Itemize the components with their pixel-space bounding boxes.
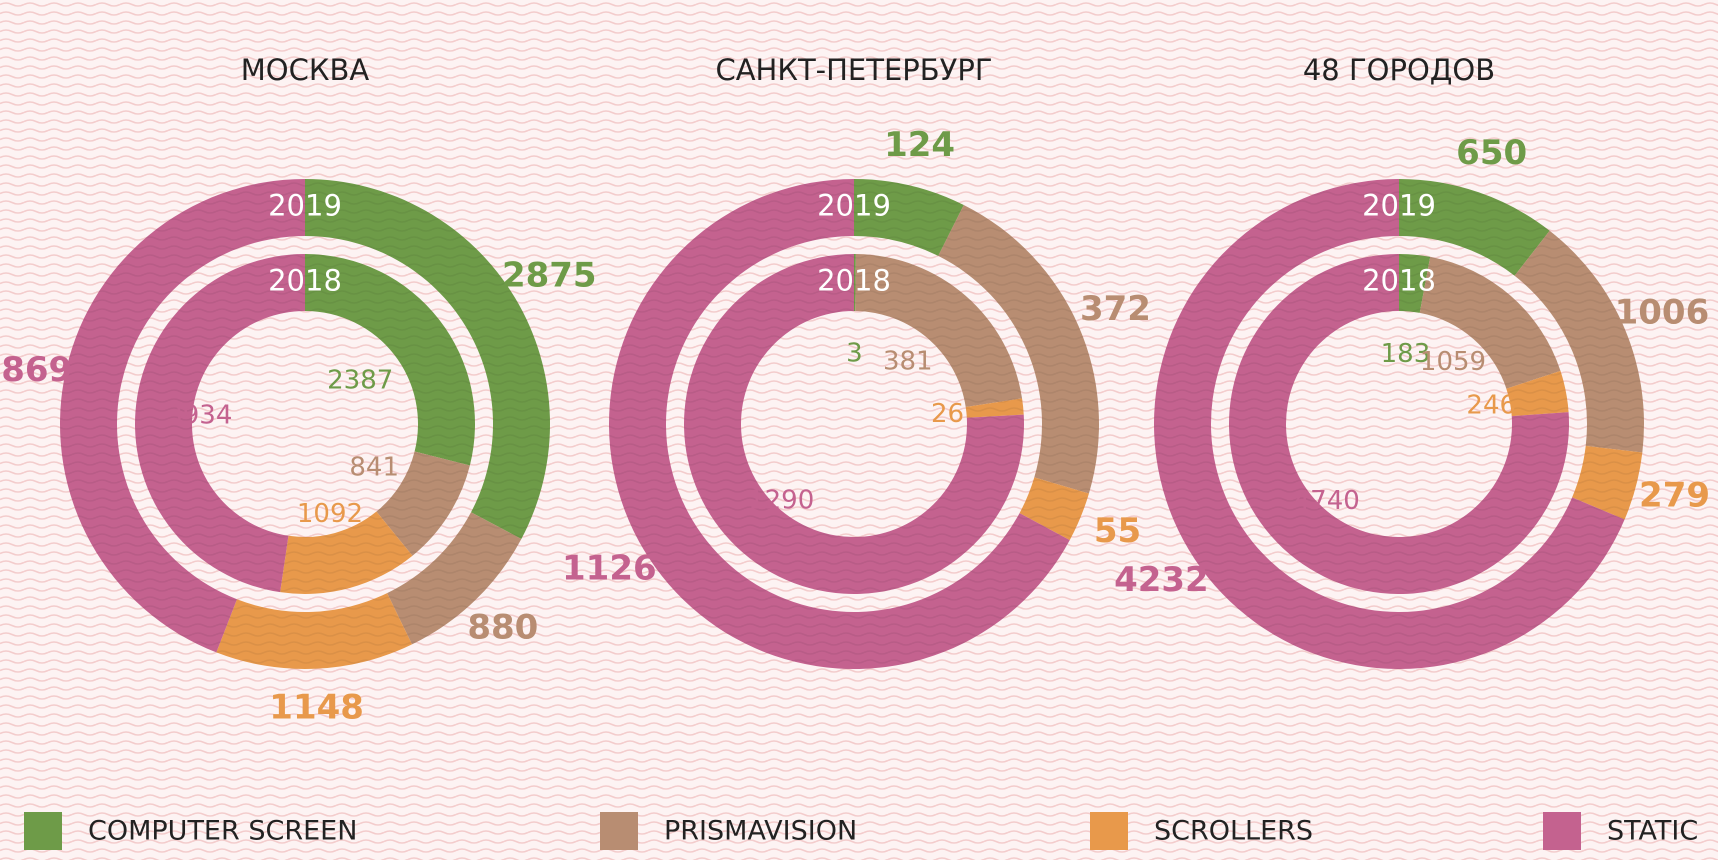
value-label: 880 [467, 608, 538, 648]
segment-texture [387, 512, 522, 645]
segment-texture [376, 451, 470, 556]
value-label: 26 [931, 399, 964, 429]
segment-texture [280, 511, 413, 594]
legend-label: COMPUTER SCREEN [88, 816, 357, 847]
value-label: 124 [884, 125, 955, 165]
segment-texture [135, 254, 305, 593]
segment-texture [305, 254, 476, 466]
segment-texture [684, 254, 1024, 594]
year-label: 2019 [1362, 189, 1436, 223]
legend-label: PRISMAVISION [664, 816, 857, 847]
value-label: 3934 [166, 401, 232, 431]
value-label: 2875 [502, 256, 597, 296]
segment-texture [1419, 256, 1561, 389]
value-label: 1290 [748, 486, 814, 516]
legend-label: STATIC [1607, 816, 1698, 847]
legend-swatch [1543, 812, 1581, 850]
value-label: 2387 [327, 365, 393, 395]
value-label: 246 [1466, 390, 1516, 420]
segment-texture [1399, 254, 1431, 313]
segment-texture [855, 254, 1023, 407]
segment-texture [854, 254, 856, 312]
segment-texture [1019, 477, 1089, 541]
legend-label: SCROLLERS [1154, 816, 1313, 847]
segment-texture [854, 179, 964, 256]
segment-texture [1514, 230, 1644, 453]
segment-texture [305, 179, 550, 539]
segment-texture [938, 204, 1099, 494]
value-label: 1126 [562, 549, 657, 589]
value-label: 279 [1639, 475, 1710, 515]
segment-texture [59, 179, 305, 653]
value-label: 381 [883, 347, 933, 377]
segment-texture [1399, 179, 1550, 276]
value-label: 3869 [0, 350, 72, 390]
year-label: 2018 [268, 264, 342, 298]
value-label: 4740 [1294, 486, 1360, 516]
segment-texture [965, 398, 1024, 418]
segment-texture [1572, 445, 1643, 520]
legend-swatch [1090, 812, 1128, 850]
year-label: 2018 [817, 264, 891, 298]
value-label: 1006 [1615, 293, 1710, 333]
value-label: 3 [846, 339, 863, 369]
value-label: 650 [1456, 133, 1527, 173]
value-label: 1059 [1420, 347, 1486, 377]
chart-title: САНКТ-ПЕТЕРБУРГ [715, 53, 992, 87]
value-label: 1092 [297, 499, 363, 529]
value-label: 1148 [269, 687, 364, 727]
value-label: 183 [1381, 339, 1431, 369]
value-label: 55 [1094, 511, 1141, 551]
segment-texture [216, 593, 413, 669]
legend-swatch [24, 812, 62, 850]
segment-texture [1229, 254, 1569, 594]
segment-texture [1506, 370, 1569, 417]
value-label: 841 [349, 452, 399, 482]
year-label: 2019 [817, 189, 891, 223]
year-label: 2019 [268, 189, 342, 223]
value-label: 372 [1080, 289, 1151, 329]
chart-title: 48 ГОРОДОВ [1303, 53, 1495, 87]
year-label: 2018 [1362, 264, 1436, 298]
legend-swatch [600, 812, 638, 850]
chart-title: МОСКВА [241, 53, 370, 87]
value-label: 4232 [1114, 560, 1209, 600]
